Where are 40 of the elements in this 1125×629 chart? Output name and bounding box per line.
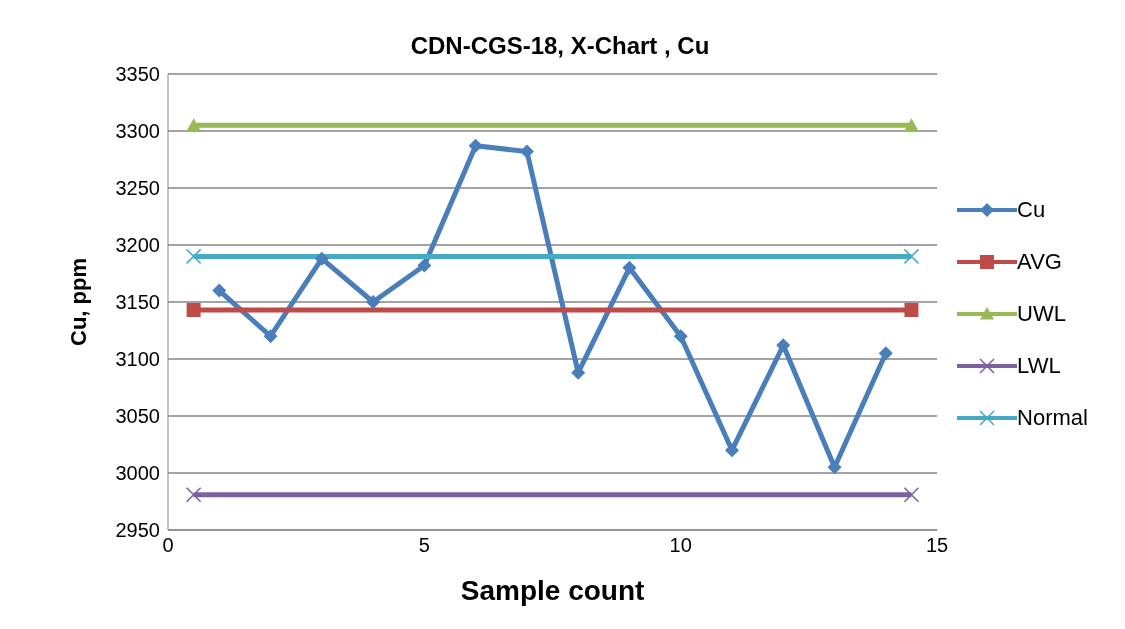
y-axis-title: Cu, ppm [65,258,91,346]
point [263,329,278,344]
point [903,486,920,503]
legend-label: UWL [1017,301,1066,327]
y-tick-label: 3000 [115,462,160,485]
point [903,248,920,265]
legend-label: Cu [1017,197,1046,223]
legend-label: Normal [1017,405,1088,431]
point [186,302,201,317]
legend-label: LWL [1017,353,1061,379]
point [185,486,202,503]
y-tick-label: 3350 [115,63,160,86]
y-tick-label: 3250 [115,177,160,200]
point [622,260,637,275]
point [904,302,919,317]
point [314,251,329,266]
point [366,295,381,309]
y-tick-label: 3100 [115,348,160,371]
y-tick-label: 2950 [115,519,160,542]
point [878,346,893,361]
y-tick-label: 3050 [115,405,160,428]
point [417,258,432,273]
y-tick-label: 3300 [115,120,160,143]
point [827,460,842,475]
x-tick-label: 0 [162,534,174,557]
x-tick-label: 15 [925,534,949,557]
point [212,283,227,298]
point [519,144,534,159]
x-axis-title: Sample count [460,575,645,606]
x-tick-label: 5 [418,534,430,557]
y-tick-label: 3150 [115,291,160,314]
point [776,338,791,353]
point [725,443,739,458]
point [673,329,688,344]
point [185,248,202,265]
chart-title: CDN-CGS-18, X-Chart , Cu [409,32,711,60]
legend-label: AVG [1017,249,1062,275]
point [468,138,483,153]
y-tick-label: 3200 [115,234,160,257]
x-tick-label: 10 [669,534,692,557]
